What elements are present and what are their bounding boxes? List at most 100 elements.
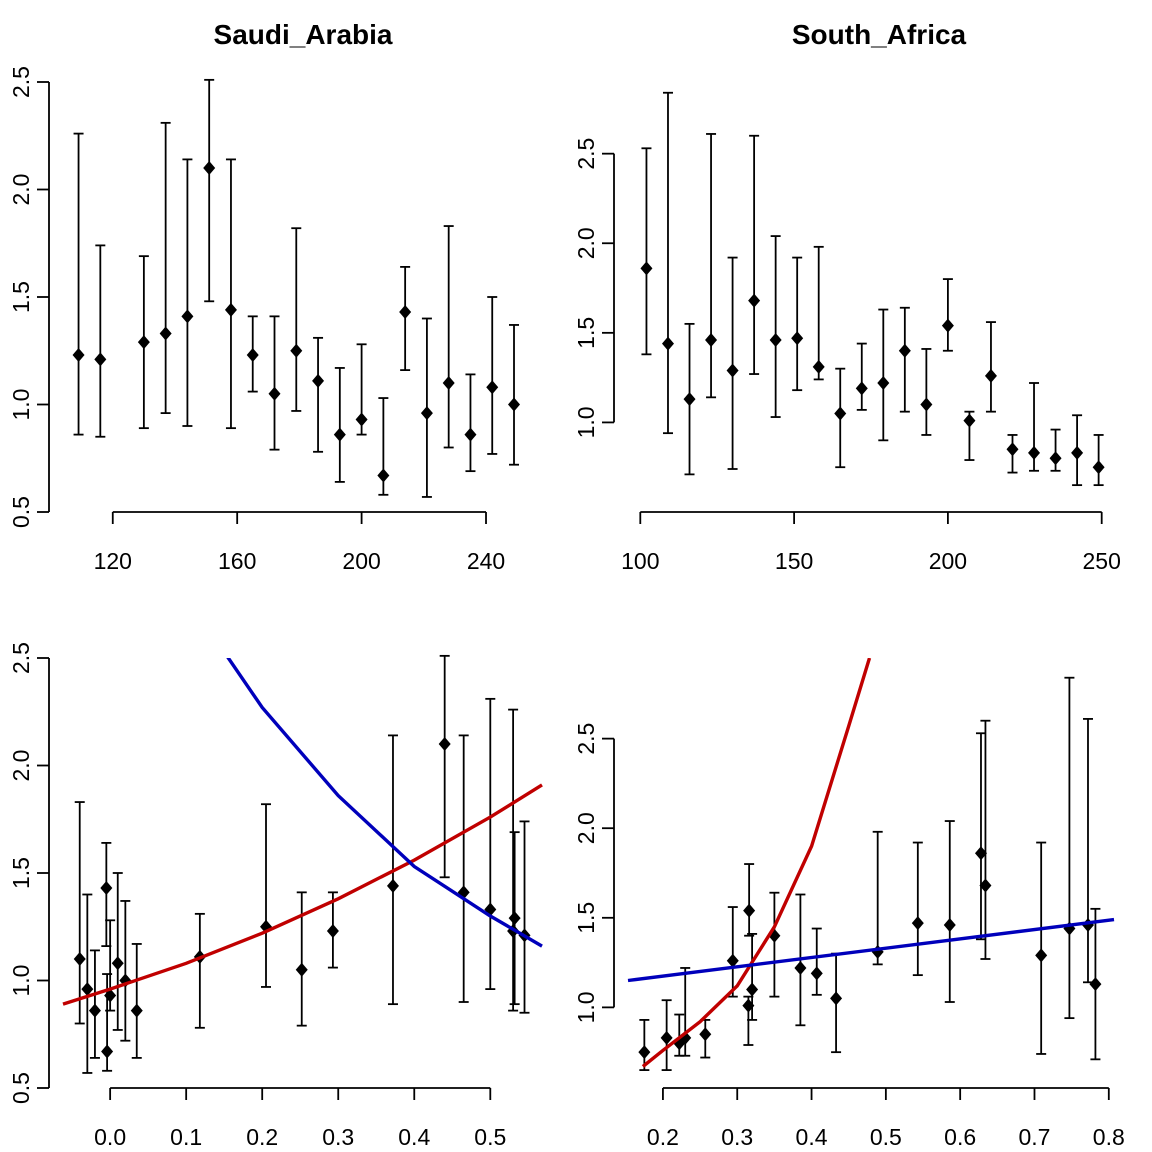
data-point	[1049, 451, 1062, 466]
x-tick-label: 0.4	[796, 1124, 828, 1150]
y-tick-label: 2.0	[573, 227, 599, 259]
data-point	[871, 944, 884, 959]
data-point	[386, 878, 399, 893]
data-point	[137, 335, 150, 350]
data-point	[794, 960, 807, 975]
data-point	[100, 881, 113, 896]
data-point	[377, 468, 390, 483]
data-point	[268, 386, 281, 401]
x-tick-label: 0.6	[944, 1124, 976, 1150]
data-point	[963, 413, 976, 428]
y-tick-label: 1.0	[8, 389, 34, 421]
data-point	[855, 381, 868, 396]
data-point	[73, 952, 86, 966]
chart-title: South_Africa	[792, 19, 967, 50]
data-point	[486, 380, 499, 395]
data-point	[726, 953, 739, 968]
data-point	[442, 376, 455, 390]
data-point	[746, 982, 759, 997]
x-tick-label: 0.7	[1018, 1124, 1050, 1150]
data-point	[420, 406, 433, 421]
data-point	[812, 359, 825, 374]
x-tick-label: 120	[94, 548, 132, 574]
x-tick-label: 200	[929, 548, 967, 574]
data-point	[1028, 445, 1041, 460]
data-point	[877, 376, 890, 390]
data-point	[699, 1027, 712, 1042]
chart-title: Saudi_Arabia	[214, 19, 393, 50]
data-point	[769, 333, 782, 347]
x-tick-label: 150	[775, 548, 813, 574]
data-point	[355, 412, 368, 427]
x-tick-label: 0.2	[246, 1124, 278, 1150]
x-tick-label: 0.8	[1093, 1124, 1125, 1150]
data-point	[246, 348, 259, 363]
data-point	[943, 917, 956, 932]
y-tick-label: 1.0	[573, 991, 599, 1023]
data-point	[1035, 948, 1048, 963]
data-point	[399, 305, 412, 320]
panel-2: South_Africa 1.0 1.5 2.0 2.5 100 150 200 250	[573, 19, 1121, 574]
x-tick-label: 250	[1083, 548, 1121, 574]
data-point	[508, 397, 521, 412]
data-point	[979, 878, 992, 893]
x-tick-label: 0.2	[647, 1124, 679, 1150]
data-point	[1006, 442, 1019, 457]
data-point	[181, 309, 194, 324]
data-point	[791, 331, 804, 346]
data-point	[640, 261, 653, 276]
panel-1: Saudi_Arabia 0.5 1.0 1.5 2.0 2.5 120 160 200 240	[8, 19, 521, 574]
y-tick-label: 2.0	[8, 750, 34, 782]
y-tick-label: 0.5	[8, 496, 34, 528]
y-tick-label: 2.0	[8, 174, 34, 206]
x-tick-label: 240	[467, 548, 505, 574]
data-point	[72, 348, 85, 363]
data-point	[464, 427, 477, 442]
x-tick-label: 0.5	[870, 1124, 902, 1150]
data-point	[743, 903, 756, 918]
data-point	[834, 406, 847, 421]
data-point	[312, 373, 325, 388]
panel-3: 0.5 1.0 1.5 2.0 2.5 0.0 0.1 0.2 0.3 0.4 0.5	[8, 642, 543, 1150]
y-tick-label: 1.5	[8, 281, 34, 313]
data-point	[830, 991, 843, 1006]
data-point	[224, 302, 237, 317]
y-tick-label: 2.0	[573, 812, 599, 844]
data-point	[660, 1030, 673, 1045]
data-point	[111, 956, 124, 971]
x-tick-label: 160	[218, 548, 256, 574]
x-tick-label: 0.3	[322, 1124, 354, 1150]
y-tick-label: 2.5	[573, 723, 599, 755]
data-point	[638, 1045, 651, 1060]
x-tick-label: 0.5	[474, 1124, 506, 1150]
red-fit-curve	[62, 783, 543, 1006]
data-point	[203, 161, 216, 175]
data-point	[1092, 460, 1105, 475]
data-point	[984, 368, 997, 383]
data-point	[1071, 445, 1084, 460]
x-tick-label: 0.4	[398, 1124, 430, 1150]
data-point	[810, 966, 823, 981]
data-point	[438, 737, 451, 751]
y-tick-label: 1.5	[573, 902, 599, 934]
data-point	[159, 326, 172, 341]
y-tick-label: 1.5	[573, 317, 599, 349]
data-point	[508, 911, 521, 926]
y-tick-label: 2.5	[573, 138, 599, 170]
x-tick-label: 0.0	[94, 1124, 126, 1150]
x-tick-label: 100	[621, 548, 659, 574]
data-point	[974, 846, 987, 861]
data-point	[726, 363, 739, 378]
data-point	[81, 982, 94, 997]
x-tick-label: 0.1	[170, 1124, 202, 1150]
data-point	[295, 962, 308, 977]
data-point	[911, 916, 924, 931]
data-point	[101, 1044, 114, 1059]
data-point	[130, 1003, 143, 1018]
y-tick-label: 2.5	[8, 642, 34, 674]
x-tick-label: 200	[342, 548, 380, 574]
data-point	[290, 343, 303, 358]
blue-fit-curve	[627, 917, 1115, 983]
y-tick-label: 1.0	[8, 965, 34, 997]
